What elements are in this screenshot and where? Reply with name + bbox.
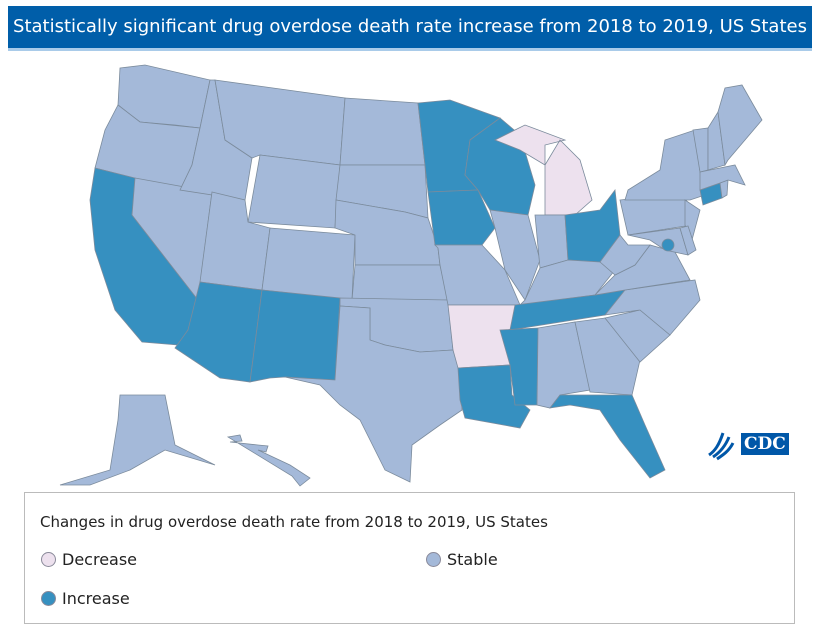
- state-ms[interactable]: [499, 327, 539, 406]
- state-nd[interactable]: [339, 97, 426, 166]
- state-co[interactable]: [261, 227, 356, 301]
- cdc-logo-text: CDC: [741, 433, 789, 455]
- us-states-map: [59, 64, 763, 487]
- state-ga[interactable]: [574, 317, 641, 396]
- state-fl[interactable]: [549, 394, 666, 479]
- state-tx[interactable]: [284, 305, 463, 483]
- legend-label-increase: Increase: [62, 589, 130, 608]
- legend-title: Changes in drug overdose death rate from…: [40, 513, 548, 531]
- state-ia[interactable]: [427, 189, 496, 246]
- decrease-swatch: [41, 552, 56, 567]
- state-mi[interactable]: [494, 124, 593, 216]
- legend-item-decrease: Decrease: [41, 550, 137, 569]
- state-wy[interactable]: [247, 154, 341, 229]
- legend-label-stable: Stable: [447, 550, 498, 569]
- state-ma[interactable]: [699, 164, 746, 191]
- cdc-logo: CDC: [705, 427, 789, 461]
- increase-swatch: [41, 591, 56, 606]
- legend-item-stable: Stable: [426, 550, 498, 569]
- legend: Changes in drug overdose death rate from…: [24, 492, 795, 624]
- state-ak[interactable]: [59, 394, 216, 486]
- state-ny[interactable]: [624, 129, 706, 201]
- state-wv[interactable]: [599, 234, 651, 276]
- stable-swatch: [426, 552, 441, 567]
- state-de[interactable]: [679, 225, 697, 256]
- legend-label-decrease: Decrease: [62, 550, 138, 569]
- hhs-eagle-icon: [708, 432, 735, 461]
- state-dc[interactable]: [661, 238, 675, 252]
- state-hi[interactable]: [226, 434, 311, 487]
- state-ks[interactable]: [351, 264, 449, 301]
- state-me[interactable]: [717, 84, 763, 167]
- state-in[interactable]: [534, 214, 569, 269]
- state-nm[interactable]: [249, 289, 341, 383]
- legend-item-increase: Increase: [41, 589, 130, 608]
- map-title: Statistically significant drug overdose …: [8, 6, 812, 51]
